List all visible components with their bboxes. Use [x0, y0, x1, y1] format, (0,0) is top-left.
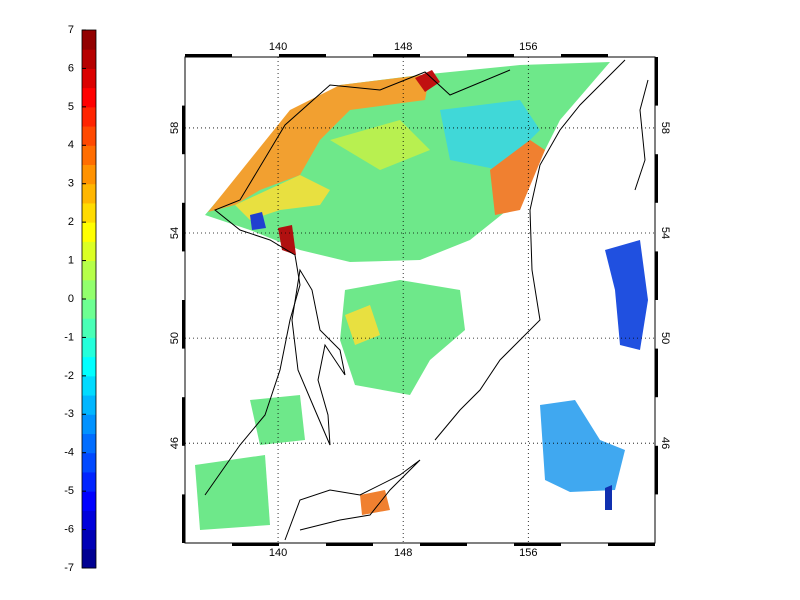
colorbar-tick-label: 3 [68, 178, 74, 190]
colorbar-band [82, 337, 96, 358]
colorbar-tick-label: 1 [68, 254, 74, 266]
border-segment [279, 54, 326, 57]
colorbar-band [82, 548, 96, 569]
lon-tick-label: 140 [269, 547, 287, 559]
lon-tick-label: 140 [269, 41, 287, 53]
lat-tick-label: 54 [169, 227, 181, 239]
colorbar-band [82, 68, 96, 89]
colorbar-tick-label: -6 [64, 523, 74, 535]
lon-tick-label: 148 [394, 41, 412, 53]
lat-tick-label: 50 [169, 332, 181, 344]
border-segment [232, 543, 279, 546]
colorbar-band [82, 106, 96, 127]
colorbar-band [82, 202, 96, 223]
colorbar-band [82, 510, 96, 531]
border-segment [182, 300, 185, 349]
coastlines [204, 59, 649, 541]
lon-tick-label: 156 [519, 41, 537, 53]
data-field [195, 62, 648, 530]
colorbar-band [82, 471, 96, 492]
lon-tick-label: 148 [394, 547, 412, 559]
colorbar-tick-label: 2 [68, 216, 74, 228]
field-patch [195, 455, 270, 530]
colorbar-band [82, 241, 96, 262]
coastline [434, 59, 626, 441]
coastline [291, 268, 346, 446]
colorbar-tick-label: 6 [68, 62, 74, 74]
border-segment [655, 154, 658, 203]
border-segment [420, 543, 467, 546]
colorbar-tick-label: -7 [64, 562, 74, 574]
field-patch [605, 485, 612, 510]
field-patch [330, 120, 430, 170]
field-patch [540, 400, 625, 492]
field-patch [250, 395, 305, 445]
colorbar-band [82, 279, 96, 300]
lon-tick-label: 156 [519, 547, 537, 559]
field-patch [605, 240, 648, 350]
colorbar-band [82, 164, 96, 185]
colorbar-band [82, 126, 96, 146]
coastline [284, 459, 421, 541]
colorbar-band [82, 433, 96, 454]
colorbar-tick-label: 5 [68, 101, 74, 113]
colorbar-tick-label: 7 [68, 24, 74, 36]
border-segment [182, 397, 185, 446]
border-segment [608, 543, 655, 546]
colorbar-tick-label: -5 [64, 485, 74, 497]
field-patch [490, 140, 545, 215]
colorbar-band [82, 30, 96, 50]
border-segment [373, 54, 420, 57]
colorbar-band [82, 491, 96, 511]
colorbar-tick-label: -4 [64, 447, 74, 459]
border-segment [561, 54, 608, 57]
colorbar-band [82, 260, 96, 281]
border-segment [182, 105, 185, 155]
lat-tick-label: 50 [659, 332, 671, 344]
colorbar-band [82, 356, 96, 377]
colorbar-tick-label: -3 [64, 408, 74, 420]
field-patch [208, 74, 430, 212]
colorbar-band [82, 183, 96, 204]
colorbar-band [82, 395, 96, 415]
colorbar-band [82, 87, 96, 108]
border-segment [655, 251, 658, 300]
lat-tick-label: 46 [659, 437, 671, 449]
colorbar-tick-label: -2 [64, 370, 74, 382]
border-segment [182, 202, 185, 252]
field-patch [360, 490, 390, 515]
colorbar-tick-label: 0 [68, 293, 74, 305]
colorbar-band [82, 318, 96, 338]
lat-tick-label: 46 [169, 437, 181, 449]
lat-tick-label: 58 [169, 122, 181, 134]
colorbar-band [82, 299, 96, 319]
field-patch [415, 70, 440, 92]
border-segment [514, 543, 561, 546]
border-segment [655, 57, 658, 106]
border-segment [467, 54, 514, 57]
border-segment [185, 54, 232, 57]
border-segment [655, 445, 658, 495]
border-segment [182, 494, 185, 543]
colorbar-tick-label: -1 [64, 331, 74, 343]
colorbar-band [82, 222, 96, 242]
colorbar-tick-label: 4 [68, 139, 74, 151]
lat-tick-label: 58 [659, 122, 671, 134]
field-patch [345, 305, 380, 345]
coastline [204, 69, 511, 496]
colorbar-band [82, 375, 96, 396]
colorbar-band [82, 529, 96, 550]
colorbar-band [82, 49, 96, 69]
border-segment [326, 543, 373, 546]
field-patch [235, 175, 330, 220]
colorbar-band [82, 145, 96, 165]
lat-tick-label: 54 [659, 227, 671, 239]
border-segment [655, 348, 658, 398]
coastline [634, 79, 649, 191]
colorbar-band [82, 452, 96, 473]
field-patch [250, 212, 266, 230]
colorbar-band [82, 414, 96, 434]
